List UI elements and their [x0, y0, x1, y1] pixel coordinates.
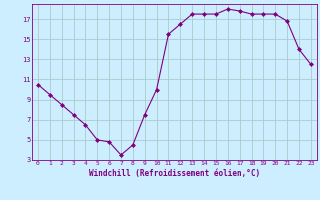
X-axis label: Windchill (Refroidissement éolien,°C): Windchill (Refroidissement éolien,°C) [89, 169, 260, 178]
